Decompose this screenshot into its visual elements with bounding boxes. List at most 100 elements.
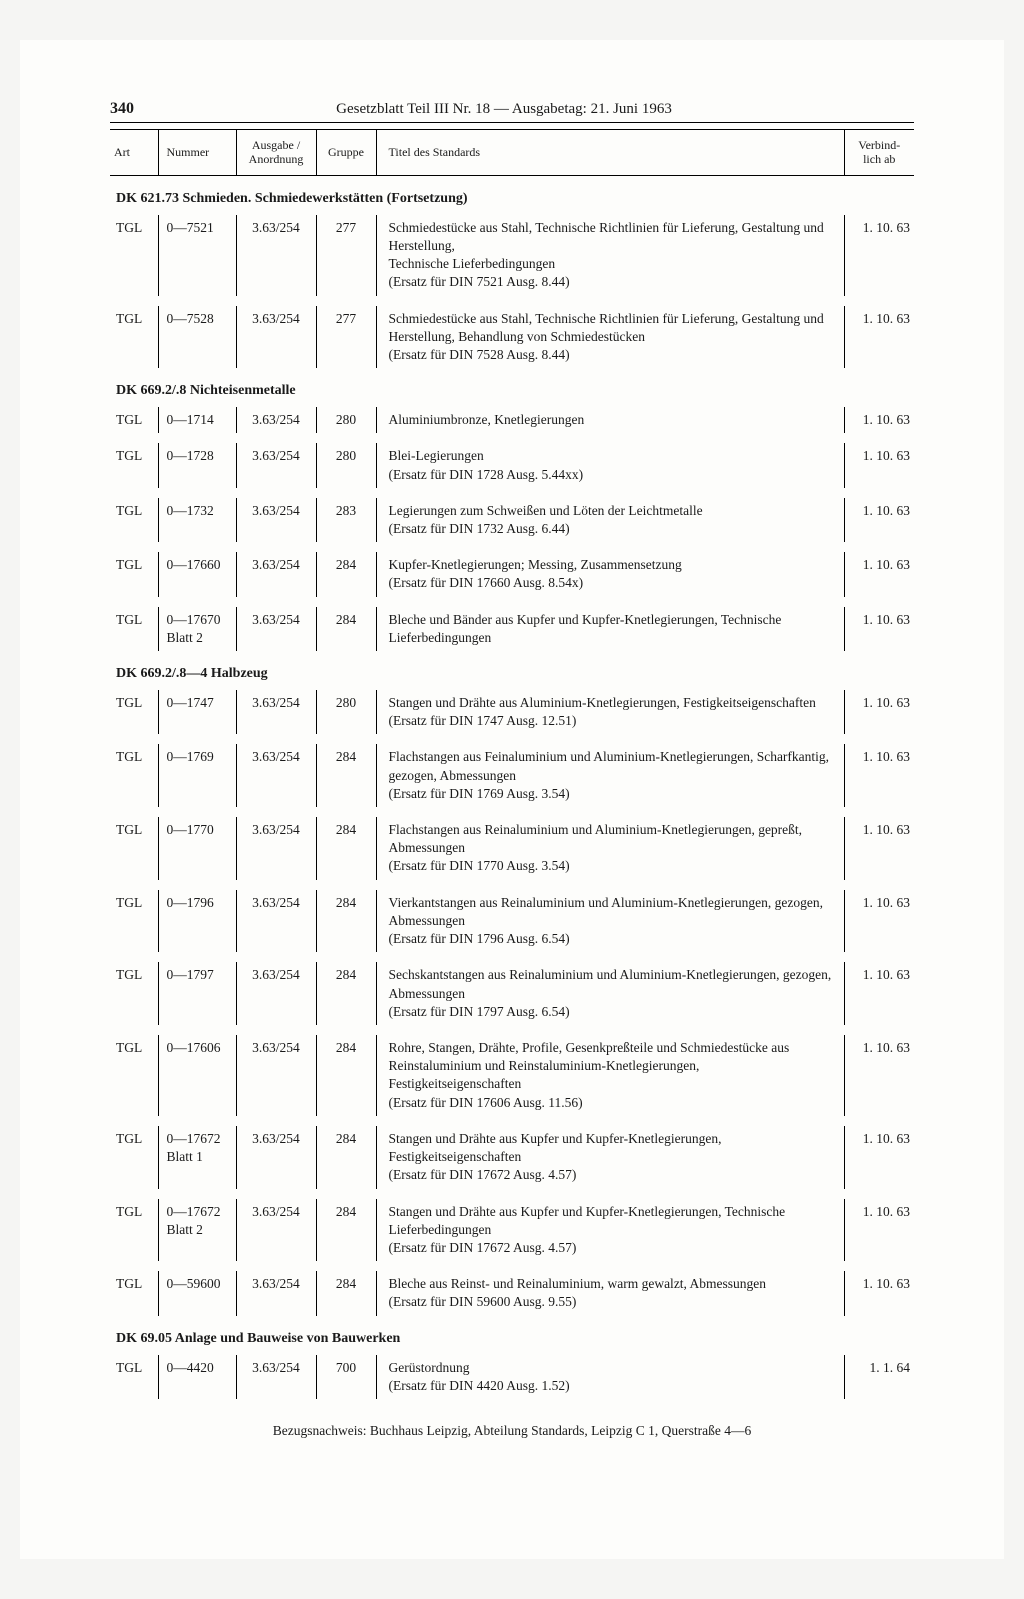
cell-gruppe: 280 bbox=[316, 407, 376, 433]
page-title: Gesetzblatt Teil III Nr. 18 — Ausgabetag… bbox=[134, 101, 874, 118]
cell-verbind: 1. 10. 63 bbox=[844, 1271, 914, 1315]
table-row: TGL0—17703.63/254284Flachstangen aus Rei… bbox=[110, 817, 914, 880]
table-row: TGL0—17473.63/254280Stangen und Drähte a… bbox=[110, 690, 914, 734]
cell-art: TGL bbox=[110, 1035, 158, 1116]
cell-titel: Stangen und Drähte aus Kupfer und Kupfer… bbox=[376, 1199, 844, 1262]
cell-ausgabe: 3.63/254 bbox=[236, 1355, 316, 1399]
cell-art: TGL bbox=[110, 306, 158, 369]
section-heading-row: DK 621.73 Schmieden. Schmiedewerkstätten… bbox=[110, 175, 914, 214]
cell-nummer: 0—1769 bbox=[158, 744, 236, 807]
row-spacer bbox=[110, 807, 914, 817]
cell-titel: Bleche aus Reinst- und Reinaluminium, wa… bbox=[376, 1271, 844, 1315]
cell-titel: Rohre, Stangen, Drähte, Profile, Gesenkp… bbox=[376, 1035, 844, 1116]
cell-art: TGL bbox=[110, 1199, 158, 1262]
cell-art: TGL bbox=[110, 498, 158, 542]
cell-verbind: 1. 1. 64 bbox=[844, 1355, 914, 1399]
cell-verbind: 1. 10. 63 bbox=[844, 498, 914, 542]
cell-nummer: 0—17606 bbox=[158, 1035, 236, 1116]
cell-ausgabe: 3.63/254 bbox=[236, 817, 316, 880]
cell-gruppe: 283 bbox=[316, 498, 376, 542]
row-spacer bbox=[110, 597, 914, 607]
cell-art: TGL bbox=[110, 744, 158, 807]
cell-gruppe: 284 bbox=[316, 890, 376, 953]
cell-art: TGL bbox=[110, 552, 158, 596]
cell-nummer: 0—7528 bbox=[158, 306, 236, 369]
row-spacer bbox=[110, 488, 914, 498]
cell-gruppe: 280 bbox=[316, 443, 376, 487]
cell-art: TGL bbox=[110, 890, 158, 953]
row-spacer bbox=[110, 734, 914, 744]
table-row: TGL0—176063.63/254284Rohre, Stangen, Drä… bbox=[110, 1035, 914, 1116]
cell-titel: Vierkantstangen aus Reinaluminium und Al… bbox=[376, 890, 844, 953]
section-heading-row: DK 69.05 Anlage und Bauweise von Bauwerk… bbox=[110, 1316, 914, 1355]
cell-gruppe: 284 bbox=[316, 552, 376, 596]
table-row: TGL0—17693.63/254284Flachstangen aus Fei… bbox=[110, 744, 914, 807]
cell-verbind: 1. 10. 63 bbox=[844, 1035, 914, 1116]
cell-ausgabe: 3.63/254 bbox=[236, 443, 316, 487]
table-row: TGL0—17143.63/254280Aluminiumbronze, Kne… bbox=[110, 407, 914, 433]
cell-gruppe: 284 bbox=[316, 962, 376, 1025]
cell-gruppe: 277 bbox=[316, 306, 376, 369]
cell-nummer: 0—59600 bbox=[158, 1271, 236, 1315]
col-header-art: Art bbox=[110, 130, 158, 176]
cell-verbind: 1. 10. 63 bbox=[844, 306, 914, 369]
cell-gruppe: 284 bbox=[316, 1126, 376, 1189]
cell-art: TGL bbox=[110, 962, 158, 1025]
row-spacer bbox=[110, 952, 914, 962]
section-heading: DK 69.05 Anlage und Bauweise von Bauwerk… bbox=[110, 1316, 914, 1355]
cell-verbind: 1. 10. 63 bbox=[844, 1126, 914, 1189]
row-spacer bbox=[110, 1116, 914, 1126]
cell-titel: Flachstangen aus Reinaluminium und Alumi… bbox=[376, 817, 844, 880]
cell-nummer: 0—1796 bbox=[158, 890, 236, 953]
cell-nummer: 0—4420 bbox=[158, 1355, 236, 1399]
cell-nummer: 0—17672 Blatt 1 bbox=[158, 1126, 236, 1189]
standards-table: Art Nummer Ausgabe / Anordnung Gruppe Ti… bbox=[110, 129, 914, 1399]
col-header-ausgabe: Ausgabe / Anordnung bbox=[236, 130, 316, 176]
table-row: TGL0—17283.63/254280Blei-Legierungen (Er… bbox=[110, 443, 914, 487]
cell-titel: Flachstangen aus Feinaluminium und Alumi… bbox=[376, 744, 844, 807]
cell-titel: Kupfer-Knetlegierungen; Messing, Zusamme… bbox=[376, 552, 844, 596]
section-heading: DK 669.2/.8—4 Halbzeug bbox=[110, 651, 914, 690]
cell-verbind: 1. 10. 63 bbox=[844, 962, 914, 1025]
cell-art: TGL bbox=[110, 215, 158, 296]
row-spacer bbox=[110, 1025, 914, 1035]
cell-titel: Sechskantstangen aus Reinaluminium und A… bbox=[376, 962, 844, 1025]
cell-nummer: 0—17672 Blatt 2 bbox=[158, 1199, 236, 1262]
row-spacer bbox=[110, 1189, 914, 1199]
cell-nummer: 0—17660 bbox=[158, 552, 236, 596]
cell-ausgabe: 3.63/254 bbox=[236, 744, 316, 807]
section-heading: DK 669.2/.8 Nichteisenmetalle bbox=[110, 368, 914, 407]
row-spacer bbox=[110, 433, 914, 443]
cell-ausgabe: 3.63/254 bbox=[236, 407, 316, 433]
cell-nummer: 0—1732 bbox=[158, 498, 236, 542]
cell-titel: Gerüstordnung (Ersatz für DIN 4420 Ausg.… bbox=[376, 1355, 844, 1399]
cell-ausgabe: 3.63/254 bbox=[236, 890, 316, 953]
table-row: TGL0—44203.63/254700Gerüstordnung (Ersat… bbox=[110, 1355, 914, 1399]
cell-ausgabe: 3.63/254 bbox=[236, 607, 316, 651]
table-row: TGL0—17672 Blatt 13.63/254284Stangen und… bbox=[110, 1126, 914, 1189]
section-heading-row: DK 669.2/.8 Nichteisenmetalle bbox=[110, 368, 914, 407]
cell-gruppe: 280 bbox=[316, 690, 376, 734]
cell-art: TGL bbox=[110, 1126, 158, 1189]
cell-verbind: 1. 10. 63 bbox=[844, 690, 914, 734]
cell-gruppe: 284 bbox=[316, 1271, 376, 1315]
cell-nummer: 0—7521 bbox=[158, 215, 236, 296]
cell-verbind: 1. 10. 63 bbox=[844, 1199, 914, 1262]
row-spacer bbox=[110, 880, 914, 890]
row-spacer bbox=[110, 296, 914, 306]
cell-verbind: 1. 10. 63 bbox=[844, 890, 914, 953]
footer-note: Bezugsnachweis: Buchhaus Leipzig, Abteil… bbox=[110, 1423, 914, 1439]
cell-titel: Stangen und Drähte aus Aluminium-Knetleg… bbox=[376, 690, 844, 734]
table-row: TGL0—17963.63/254284Vierkantstangen aus … bbox=[110, 890, 914, 953]
table-row: TGL0—17973.63/254284Sechskantstangen aus… bbox=[110, 962, 914, 1025]
cell-nummer: 0—17670 Blatt 2 bbox=[158, 607, 236, 651]
col-header-nummer: Nummer bbox=[158, 130, 236, 176]
cell-titel: Aluminiumbronze, Knetlegierungen bbox=[376, 407, 844, 433]
cell-titel: Bleche und Bänder aus Kupfer und Kupfer-… bbox=[376, 607, 844, 651]
cell-ausgabe: 3.63/254 bbox=[236, 215, 316, 296]
table-row: TGL0—17323.63/254283Legierungen zum Schw… bbox=[110, 498, 914, 542]
cell-verbind: 1. 10. 63 bbox=[844, 552, 914, 596]
section-heading-row: DK 669.2/.8—4 Halbzeug bbox=[110, 651, 914, 690]
cell-nummer: 0—1714 bbox=[158, 407, 236, 433]
cell-titel: Stangen und Drähte aus Kupfer und Kupfer… bbox=[376, 1126, 844, 1189]
